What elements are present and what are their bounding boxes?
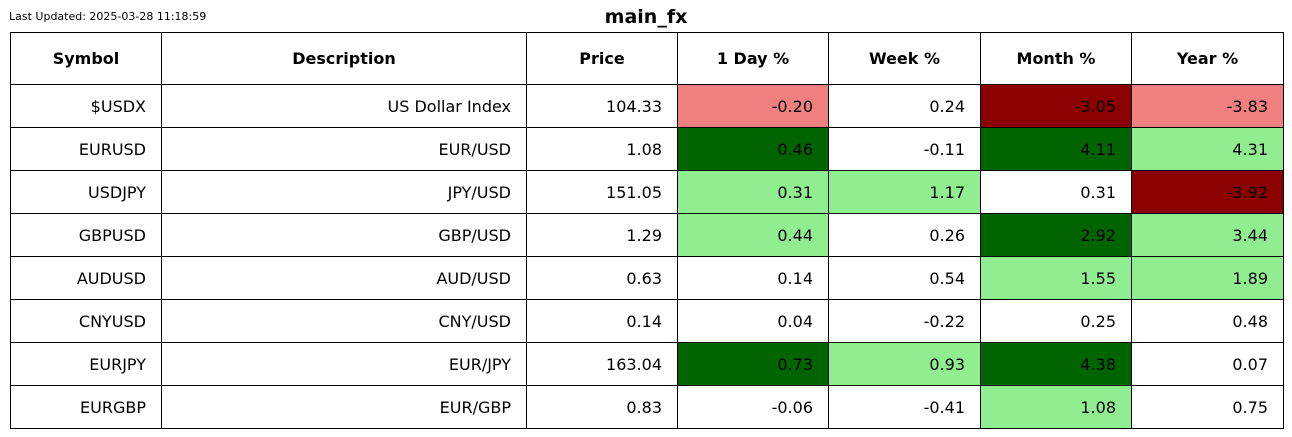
- price-cell: 104.33: [526, 84, 678, 128]
- week-cell: 0.26: [828, 213, 981, 257]
- month-cell: 0.31: [980, 170, 1132, 214]
- 1-day-cell: 0.73: [677, 342, 829, 386]
- last-updated-label: Last Updated: 2025-03-28 11:18:59: [9, 10, 207, 23]
- price-cell: 1.08: [526, 127, 678, 171]
- month-cell: 2.92: [980, 213, 1132, 257]
- table-row: EURUSD EUR/USD 1.08 0.46 -0.11 4.11 4.31: [10, 127, 1284, 171]
- month-cell: 1.55: [980, 256, 1132, 300]
- table-row: EURJPY EUR/JPY 163.04 0.73 0.93 4.38 0.07: [10, 342, 1284, 386]
- description-cell: EUR/GBP: [161, 385, 527, 429]
- column-header-year: Year %: [1131, 32, 1284, 85]
- symbol-cell: USDJPY: [10, 170, 162, 214]
- price-cell: 0.83: [526, 385, 678, 429]
- table-body: $USDX US Dollar Index 104.33 -0.20 0.24 -3.05…: [10, 84, 1284, 429]
- month-cell: 0.25: [980, 299, 1132, 343]
- description-cell: EUR/USD: [161, 127, 527, 171]
- week-cell: -0.41: [828, 385, 981, 429]
- column-header-description: Description: [161, 32, 527, 85]
- year-cell: 0.75: [1131, 385, 1284, 429]
- table-header-row: Symbol Description Price 1 Day % Week % …: [10, 32, 1284, 85]
- column-header-1-day: 1 Day %: [677, 32, 829, 85]
- year-cell: 1.89: [1131, 256, 1284, 300]
- week-cell: 1.17: [828, 170, 981, 214]
- price-cell: 151.05: [526, 170, 678, 214]
- symbol-cell: EURUSD: [10, 127, 162, 171]
- description-cell: AUD/USD: [161, 256, 527, 300]
- table-title: main_fx: [604, 6, 688, 28]
- symbol-cell: $USDX: [10, 84, 162, 128]
- fx-table: Symbol Description Price 1 Day % Week % …: [10, 32, 1284, 429]
- price-cell: 163.04: [526, 342, 678, 386]
- 1-day-cell: 0.44: [677, 213, 829, 257]
- description-cell: JPY/USD: [161, 170, 527, 214]
- week-cell: 0.93: [828, 342, 981, 386]
- week-cell: 0.24: [828, 84, 981, 128]
- column-header-symbol: Symbol: [10, 32, 162, 85]
- symbol-cell: AUDUSD: [10, 256, 162, 300]
- price-cell: 1.29: [526, 213, 678, 257]
- symbol-cell: GBPUSD: [10, 213, 162, 257]
- week-cell: -0.22: [828, 299, 981, 343]
- 1-day-cell: 0.04: [677, 299, 829, 343]
- month-cell: 4.11: [980, 127, 1132, 171]
- year-cell: 0.48: [1131, 299, 1284, 343]
- week-cell: -0.11: [828, 127, 981, 171]
- description-cell: CNY/USD: [161, 299, 527, 343]
- year-cell: 3.44: [1131, 213, 1284, 257]
- 1-day-cell: 0.46: [677, 127, 829, 171]
- column-header-week: Week %: [828, 32, 981, 85]
- month-cell: 1.08: [980, 385, 1132, 429]
- table-row: GBPUSD GBP/USD 1.29 0.44 0.26 2.92 3.44: [10, 213, 1284, 257]
- month-cell: 4.38: [980, 342, 1132, 386]
- price-cell: 0.63: [526, 256, 678, 300]
- 1-day-cell: 0.31: [677, 170, 829, 214]
- 1-day-cell: -0.20: [677, 84, 829, 128]
- 1-day-cell: 0.14: [677, 256, 829, 300]
- week-cell: 0.54: [828, 256, 981, 300]
- column-header-month: Month %: [980, 32, 1132, 85]
- table-row: EURGBP EUR/GBP 0.83 -0.06 -0.41 1.08 0.75: [10, 385, 1284, 429]
- table-row: $USDX US Dollar Index 104.33 -0.20 0.24 -3.05…: [10, 84, 1284, 128]
- year-cell: 4.31: [1131, 127, 1284, 171]
- description-cell: US Dollar Index: [161, 84, 527, 128]
- symbol-cell: EURJPY: [10, 342, 162, 386]
- table-row: USDJPY JPY/USD 151.05 0.31 1.17 0.31 -3.92: [10, 170, 1284, 214]
- description-cell: EUR/JPY: [161, 342, 527, 386]
- 1-day-cell: -0.06: [677, 385, 829, 429]
- symbol-cell: CNYUSD: [10, 299, 162, 343]
- price-cell: 0.14: [526, 299, 678, 343]
- year-cell: 0.07: [1131, 342, 1284, 386]
- column-header-price: Price: [526, 32, 678, 85]
- table-row: CNYUSD CNY/USD 0.14 0.04 -0.22 0.25 0.48: [10, 299, 1284, 343]
- table-row: AUDUSD AUD/USD 0.63 0.14 0.54 1.55 1.89: [10, 256, 1284, 300]
- year-cell: -3.83: [1131, 84, 1284, 128]
- symbol-cell: EURGBP: [10, 385, 162, 429]
- description-cell: GBP/USD: [161, 213, 527, 257]
- year-cell: -3.92: [1131, 170, 1284, 214]
- month-cell: -3.05: [980, 84, 1132, 128]
